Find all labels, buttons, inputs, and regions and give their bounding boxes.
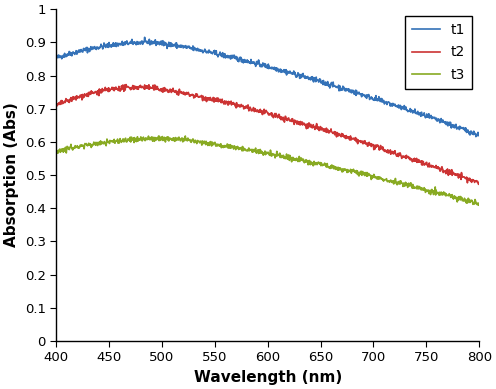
t1: [383, 100, 389, 105]
t2: [123, 82, 129, 87]
t3: [96, 142, 102, 147]
Y-axis label: Absorption (Abs): Absorption (Abs): [4, 103, 19, 247]
Line: t3: t3: [56, 136, 479, 205]
t1: [53, 55, 59, 60]
Legend: t1, t2, t3: t1, t2, t3: [405, 16, 472, 89]
t3: [156, 134, 162, 138]
t2: [96, 87, 102, 91]
t3: [240, 145, 246, 149]
t3: [476, 203, 482, 208]
t2: [344, 135, 350, 140]
t1: [476, 132, 482, 137]
Line: t1: t1: [56, 37, 479, 137]
t3: [391, 180, 397, 184]
t1: [240, 58, 246, 62]
t1: [473, 134, 479, 139]
t3: [383, 176, 389, 181]
X-axis label: Wavelength (nm): Wavelength (nm): [193, 370, 342, 385]
t3: [476, 202, 482, 207]
t3: [344, 170, 350, 175]
t1: [391, 103, 397, 107]
t2: [240, 103, 246, 108]
t2: [391, 149, 397, 154]
t1: [142, 35, 148, 40]
t2: [383, 150, 389, 154]
t1: [344, 88, 350, 93]
t2: [476, 182, 482, 187]
t2: [225, 102, 231, 107]
t3: [225, 142, 231, 147]
Line: t2: t2: [56, 84, 479, 184]
t2: [53, 101, 59, 106]
t3: [53, 150, 59, 154]
t1: [96, 45, 102, 50]
t1: [225, 53, 231, 58]
